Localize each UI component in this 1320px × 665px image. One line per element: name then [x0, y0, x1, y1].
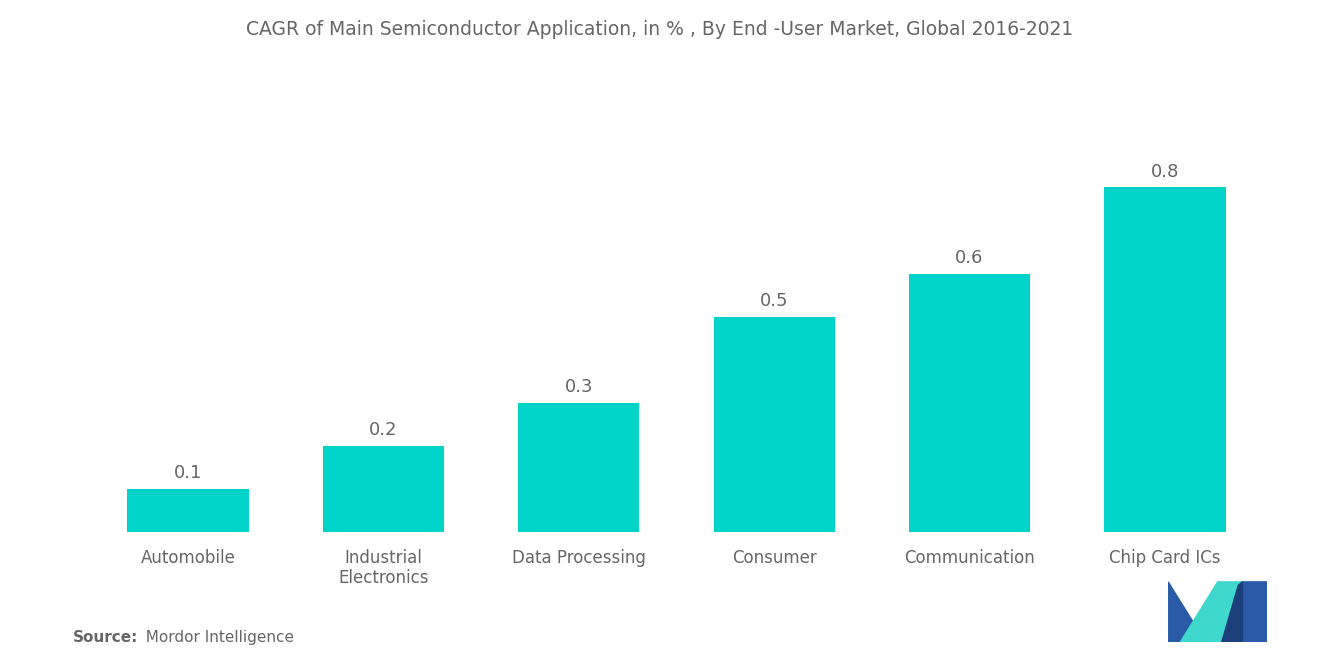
- Text: 0.1: 0.1: [174, 464, 202, 483]
- Bar: [909, 273, 1030, 532]
- Polygon shape: [1226, 582, 1267, 642]
- Text: 0.5: 0.5: [760, 292, 788, 310]
- Polygon shape: [1180, 582, 1226, 642]
- Text: CAGR of Main Semiconductor Application, in % , By End -User Market, Global 2016-: CAGR of Main Semiconductor Application, …: [247, 20, 1073, 39]
- Text: 0.3: 0.3: [565, 378, 593, 396]
- Text: 0.2: 0.2: [370, 422, 397, 440]
- Polygon shape: [1222, 582, 1242, 642]
- Text: Mordor Intelligence: Mordor Intelligence: [136, 630, 294, 645]
- Bar: [714, 317, 834, 532]
- Bar: [128, 489, 248, 532]
- Text: 0.6: 0.6: [956, 249, 983, 267]
- Bar: [519, 403, 639, 532]
- Polygon shape: [1209, 582, 1242, 642]
- Bar: [1105, 188, 1225, 532]
- Polygon shape: [1168, 582, 1205, 642]
- Text: Source:: Source:: [73, 630, 139, 645]
- Text: 0.8: 0.8: [1151, 163, 1179, 181]
- Bar: [323, 446, 444, 532]
